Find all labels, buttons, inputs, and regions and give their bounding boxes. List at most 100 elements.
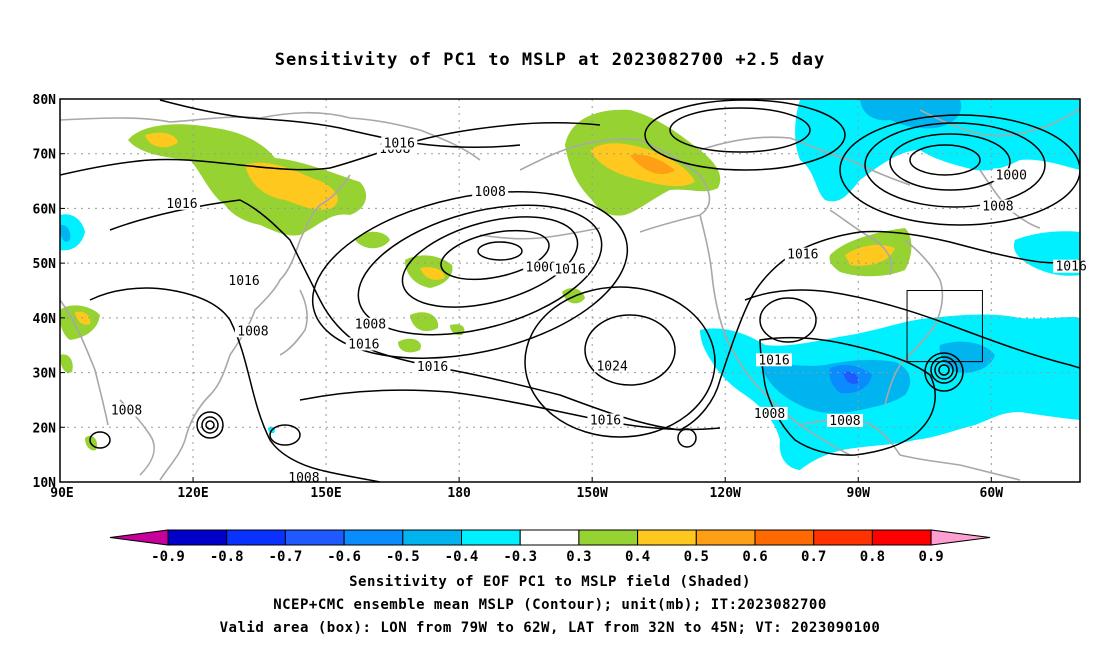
colorbar-swatch (284, 529, 345, 546)
contour-hurricane-2 (934, 360, 954, 380)
colorbar-high-arrow (930, 529, 991, 546)
lon-tick-labels: 90E 120E 150E 180 150W 120W 90W 60W (50, 477, 1003, 501)
shade-positive-siberia-core (245, 162, 338, 210)
coast-canada-arctic (699, 136, 911, 186)
contour-label-bg (345, 337, 382, 351)
shade-positive-siberia (128, 124, 367, 236)
contour-label-bg (234, 324, 271, 338)
contour-label-bg (979, 199, 1016, 213)
contour-arctic-2 (644, 99, 846, 171)
lon-label: 120E (177, 486, 208, 501)
contour-label: 1016 (166, 197, 197, 212)
contour-label-bg (594, 359, 631, 373)
contour-label: 1016 (758, 353, 789, 368)
contour-label: 1000 (996, 168, 1027, 183)
page-title: Sensitivity of PC1 to MSLP at 2023082700… (274, 50, 826, 70)
valid-area-box (906, 290, 983, 363)
contour-label: 1008 (237, 324, 268, 339)
contour-greenland-1 (909, 144, 981, 176)
lat-label: 70N (33, 148, 57, 163)
colorbar-tick-label: 0.9 (918, 549, 943, 565)
colorbar-low-arrow (109, 529, 169, 546)
contour-label: 1016 (384, 137, 415, 152)
coast-india (60, 299, 109, 426)
contour-label: 1016 (417, 360, 448, 375)
coast-japan (279, 289, 308, 356)
lon-label: 180 (447, 486, 471, 501)
lat-label: 60N (33, 202, 57, 217)
shade-negative-atlantic-core2 (843, 371, 859, 384)
contour-typhoon-3 (196, 411, 224, 439)
gridlines (60, 99, 1080, 482)
contour-low-4 (357, 204, 603, 336)
colorbar-swatch (871, 529, 932, 546)
contour-label: 1008 (475, 185, 506, 200)
contour-label: 1016 (554, 262, 585, 277)
shade-negative-east-atl (939, 341, 995, 373)
contour-1016-north (60, 122, 601, 176)
contour-atlantic-1016 (744, 289, 1080, 369)
lon-label: 90W (847, 486, 871, 501)
lon-label: 60W (980, 486, 1004, 501)
contour-label-bg (523, 260, 560, 274)
contour-label: 1016 (228, 274, 259, 289)
contour-low-5 (311, 191, 629, 359)
colorbar-tick-label: -0.5 (386, 549, 420, 565)
contour-typhoon-4 (269, 424, 301, 446)
contour-hurricane-3 (930, 356, 958, 384)
lon-label: 150W (577, 486, 608, 501)
contour-label: 1008 (355, 318, 386, 333)
colorbar-swatch (813, 529, 873, 546)
shaded-sensitivity (60, 100, 1080, 470)
map-frame (59, 98, 1081, 483)
coast-asia-east (159, 174, 351, 481)
lat-label: 80N (33, 93, 57, 108)
contour-greenland-3 (864, 122, 1046, 208)
contour-1008-west (89, 287, 381, 482)
contour-atlantic-1008 (759, 336, 936, 456)
mslp-contours (60, 99, 1080, 482)
shade-positive-alaska-core2 (630, 154, 675, 175)
contour-1016-south (299, 389, 721, 431)
lat-label: 50N (33, 257, 57, 272)
shade-positive-siberia-core2 (145, 132, 178, 148)
colorbar-swatch (754, 529, 815, 546)
shade-negative-greenland-mid (860, 100, 962, 129)
coast-na-east (884, 239, 944, 406)
coast-gulf (799, 419, 901, 456)
colorbar: -0.9 -0.8 -0.7 -0.6 -0.5 -0.4 -0.3 0.3 0.4 0.5 0.6… (109, 529, 991, 565)
contour-label: 1008 (754, 407, 785, 422)
lat-tick-labels: 80N 70N 60N 50N 40N 30N 20N 10N (33, 93, 65, 491)
contour-label-bg (285, 470, 322, 484)
colorbar-swatch (519, 529, 580, 546)
contour-label-bg (414, 359, 451, 373)
colorbar-swatch (167, 529, 228, 546)
footer-line-3: Valid area (box): LON from 79W to 62W, L… (219, 620, 881, 636)
contour-label: 1000 (526, 260, 557, 275)
contour-label-bg (381, 136, 418, 150)
contour-label-bg (826, 414, 863, 428)
lat-label: 30N (33, 367, 57, 382)
colorbar-swatch (343, 529, 404, 546)
coast-alaska (519, 138, 711, 233)
contour-high-2 (524, 286, 716, 438)
contour-label: 1008 (829, 414, 860, 429)
colorbar-tick-label: -0.6 (327, 549, 361, 565)
contour-label-bg (993, 168, 1030, 182)
coast-hudson (829, 209, 893, 276)
colorbar-tick-label: -0.7 (269, 549, 303, 565)
colorbar-tick-label: 0.3 (566, 549, 591, 565)
contour-label-bg (784, 247, 821, 261)
contour-label-bg (756, 353, 792, 367)
contour-typhoon-1 (205, 420, 215, 430)
footer-line-1: Sensitivity of EOF PC1 to MSLP field (Sh… (349, 574, 751, 590)
contour-label-bg (751, 406, 788, 420)
contour-label-bg (552, 262, 588, 276)
contour-label: 1016 (590, 413, 621, 428)
shade-positive-kamchatka (355, 231, 390, 249)
contour-label: 1008 (982, 200, 1013, 215)
contour-low-1 (477, 241, 523, 261)
lon-label: 90E (50, 486, 73, 501)
colorbar-tick-label: 0.6 (742, 549, 767, 565)
